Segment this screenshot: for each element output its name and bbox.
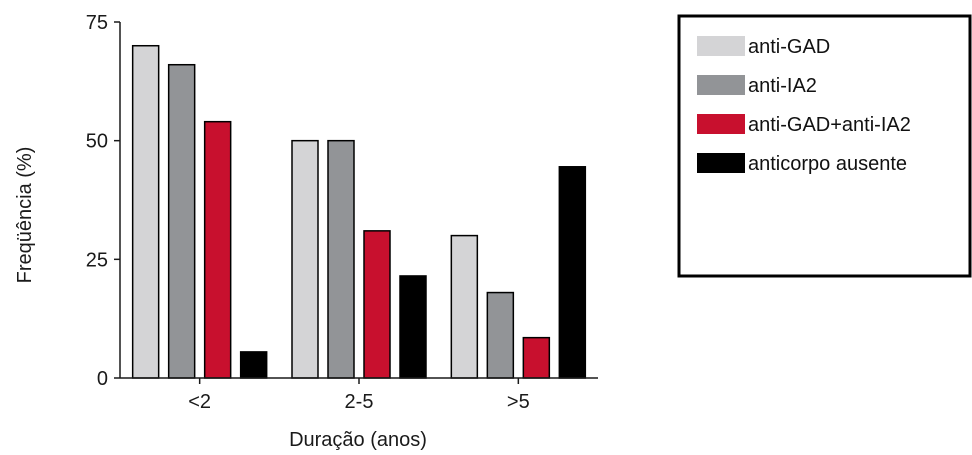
legend-swatch	[697, 153, 745, 173]
bar-3-1	[203, 120, 232, 379]
x-axis-title: Duração (anos)	[289, 429, 427, 451]
bar-2-1	[167, 63, 196, 379]
bar-3-3	[522, 336, 551, 379]
legend-swatch	[697, 36, 745, 56]
y-tick-label: 75	[86, 12, 108, 34]
legend-label: anti-GAD	[748, 36, 830, 58]
y-axis-title: Freqüência (%)	[14, 147, 36, 284]
legend-label: anti-IA2	[748, 75, 817, 97]
bar-1-1	[131, 44, 160, 379]
y-tick-label: 50	[86, 131, 108, 153]
x-tick-label: >5	[507, 391, 530, 413]
bar-2-2	[327, 139, 355, 379]
legend: anti-GAD anti-IA2 anti-GAD+anti-IA2 anticor…	[677, 14, 972, 278]
legend-swatch	[697, 114, 745, 134]
legend-label: anticorpo ausente	[748, 153, 907, 175]
y-ticks: 0 25 50 75	[86, 12, 120, 390]
bar-4-1	[239, 351, 268, 379]
bar-1-2	[291, 139, 319, 379]
bar-2-3	[486, 291, 515, 379]
y-tick-label: 0	[97, 368, 108, 390]
bar-3-2	[363, 230, 391, 379]
legend-label: anti-GAD+anti-IA2	[748, 114, 911, 136]
legend-box	[677, 14, 972, 278]
y-tick-label: 25	[86, 249, 108, 271]
x-tick-label: <2	[188, 391, 211, 413]
x-ticks: <2 2-5 >5	[188, 378, 530, 413]
bar-4-2	[399, 275, 427, 379]
bar-1-3	[450, 234, 479, 379]
x-tick-label: 2-5	[345, 391, 374, 413]
legend-swatch	[697, 75, 745, 95]
bar-4-3	[558, 166, 587, 379]
legend-items: anti-GAD anti-IA2 anti-GAD+anti-IA2 anticor…	[697, 36, 911, 175]
bars-group	[131, 44, 587, 379]
